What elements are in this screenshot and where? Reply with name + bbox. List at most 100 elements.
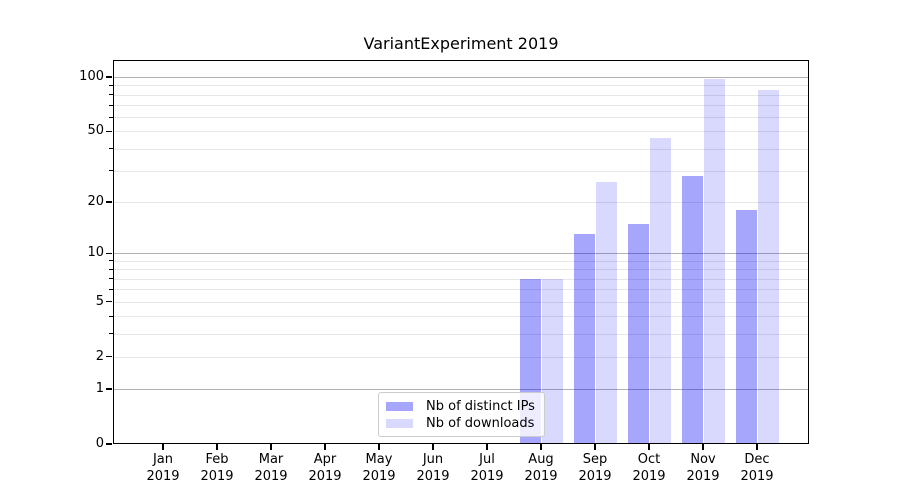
legend-label: Nb of distinct IPs (426, 399, 535, 414)
x-tick-month: Apr (313, 452, 337, 467)
x-tick-month: Jun (422, 452, 444, 467)
y-tick (109, 84, 113, 86)
y-tick (109, 268, 113, 270)
x-tick-month: Sep (582, 452, 608, 467)
x-tick-label: May 2019 (349, 451, 409, 485)
y-tick (109, 333, 113, 335)
bar-downloads-aug (542, 278, 563, 444)
y-tick (109, 288, 113, 290)
gridline-major (113, 77, 809, 78)
x-tick-label: Aug 2019 (511, 451, 571, 485)
plot-area (113, 60, 809, 444)
y-tick (106, 388, 112, 390)
x-tick-label: Mar 2019 (241, 451, 301, 485)
legend-item: Nb of distinct IPs (386, 398, 537, 415)
gridline-minor (113, 269, 809, 271)
x-tick (648, 444, 650, 450)
x-tick-year: 2019 (740, 469, 774, 484)
legend: Nb of distinct IPs Nb of downloads (378, 392, 545, 437)
y-tick-label: 100 (79, 69, 104, 84)
x-tick (378, 444, 380, 450)
x-tick-label: Jan 2019 (133, 451, 193, 485)
gridline-minor (113, 260, 809, 262)
x-tick-year: 2019 (308, 469, 342, 484)
gridline-minor (113, 105, 809, 106)
x-tick-year: 2019 (416, 469, 450, 484)
legend-item: Nb of downloads (386, 415, 537, 432)
x-tick (432, 444, 434, 450)
chart-title: VariantExperiment 2019 (363, 34, 559, 53)
bar-downloads-nov (704, 79, 725, 444)
x-tick-month: Feb (205, 452, 229, 467)
x-tick-month: Oct (637, 452, 661, 467)
gridline-minor (113, 201, 809, 203)
x-tick (756, 444, 758, 450)
y-tick (109, 104, 113, 106)
y-tick (109, 260, 113, 262)
x-tick-month: Mar (258, 452, 284, 467)
bar-distinct-ips-nov (682, 176, 703, 444)
bar-distinct-ips-dec (736, 209, 757, 444)
gridline-minor (113, 356, 809, 358)
legend-label: Nb of downloads (426, 416, 535, 431)
bar-downloads-sep (596, 181, 617, 444)
x-tick-label: Jul 2019 (457, 451, 517, 485)
y-tick (106, 130, 112, 132)
y-tick (109, 278, 113, 280)
x-tick-year: 2019 (686, 469, 720, 484)
x-tick-year: 2019 (200, 469, 234, 484)
y-tick-label: 2 (95, 348, 104, 364)
bar-downloads-oct (650, 137, 671, 444)
y-tick (109, 315, 113, 317)
x-tick-year: 2019 (470, 469, 504, 484)
x-tick (540, 444, 542, 450)
legend-swatch-downloads (386, 419, 413, 428)
y-tick-label: 5 (95, 293, 104, 309)
x-tick-label: Jun 2019 (403, 451, 463, 485)
x-tick-month: Jul (479, 452, 495, 467)
y-tick-label: 1 (95, 380, 104, 396)
x-tick-year: 2019 (578, 469, 612, 484)
x-tick (270, 444, 272, 450)
x-tick (702, 444, 704, 450)
y-tick-label: 20 (87, 193, 104, 209)
y-tick (106, 76, 112, 78)
x-tick-year: 2019 (524, 469, 558, 484)
x-tick-label: Oct 2019 (619, 451, 679, 485)
gridline-major (113, 253, 809, 255)
y-tick-label: 50 (87, 123, 104, 139)
gridline-minor (113, 170, 809, 172)
x-tick (324, 444, 326, 450)
y-tick (106, 300, 112, 303)
x-tick-month: Jan (152, 452, 174, 467)
x-tick-label: Nov 2019 (673, 451, 733, 485)
bar-distinct-ips-oct (628, 223, 649, 444)
y-tick (106, 443, 112, 445)
bar-distinct-ips-sep (574, 234, 595, 444)
x-tick-label: Dec 2019 (727, 451, 787, 485)
gridline-minor (113, 117, 809, 119)
y-tick-label: 0 (95, 436, 104, 451)
x-tick-month: Dec (744, 452, 770, 467)
x-tick-label: Feb 2019 (187, 451, 247, 485)
bar-downloads-dec (758, 89, 779, 444)
x-tick (216, 444, 218, 450)
gridline-minor (113, 85, 809, 87)
x-tick-month: Nov (690, 452, 716, 467)
x-tick (594, 444, 596, 450)
gridline-minor (113, 316, 809, 317)
x-tick-month: May (365, 452, 393, 467)
gridline-minor (113, 148, 809, 150)
x-tick-year: 2019 (146, 469, 180, 484)
y-tick (109, 170, 113, 172)
y-tick (106, 356, 112, 358)
legend-swatch-distinct-ips (386, 402, 413, 411)
y-tick (109, 148, 113, 150)
gridline-minor (113, 333, 809, 335)
y-tick (106, 201, 112, 203)
gridline-major (113, 388, 809, 390)
y-tick (106, 252, 112, 254)
x-tick-year: 2019 (362, 469, 396, 484)
x-tick-month: Aug (528, 452, 554, 467)
